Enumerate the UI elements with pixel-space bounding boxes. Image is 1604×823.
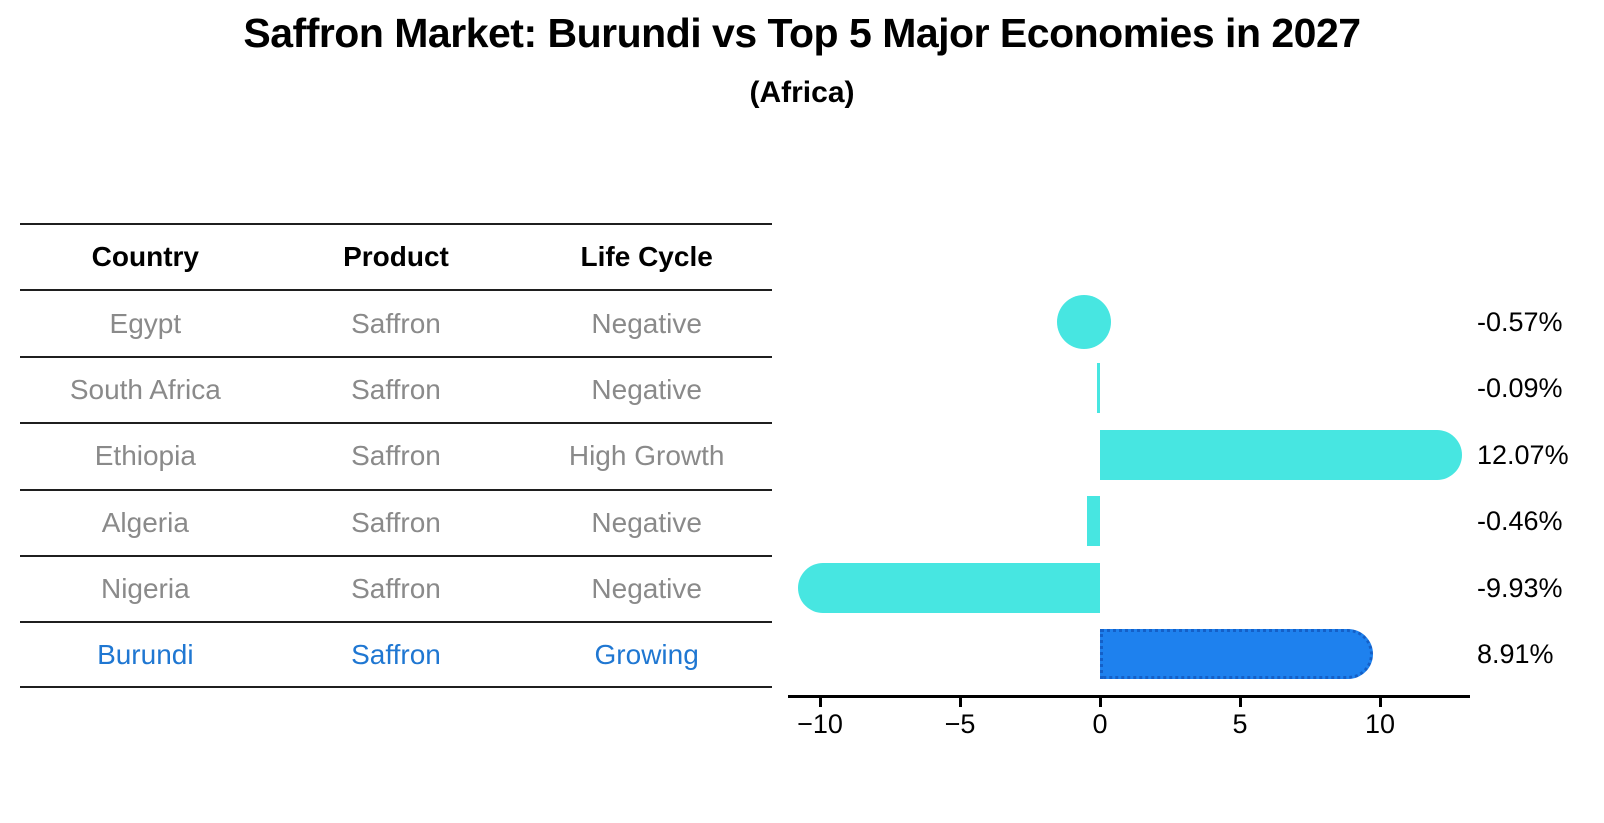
chart-subtitle: (Africa) xyxy=(749,76,855,109)
table-row: Nigeria Saffron Negative xyxy=(20,554,772,621)
table-cell-product: Saffron xyxy=(351,440,441,472)
table-cell-life-cycle: High Growth xyxy=(568,440,725,472)
bar-value-label: -0.46% xyxy=(1477,506,1563,537)
table-cell-life-cycle: Negative xyxy=(591,506,702,538)
x-axis-tick xyxy=(818,698,822,707)
bar-nigeria xyxy=(797,562,1100,613)
table-row: Ethiopia Saffron High Growth xyxy=(20,422,772,488)
x-axis-tick-label: 10 xyxy=(1364,709,1396,739)
table-header-row: Country Product Life Cycle xyxy=(20,223,772,289)
bar-egypt xyxy=(1057,295,1112,349)
table-cell-product: Saffron xyxy=(351,638,441,670)
table-cell-country: Egypt xyxy=(109,307,182,339)
table-cell-country: Ethiopia xyxy=(94,440,196,472)
table-row: Algeria Saffron Negative xyxy=(20,488,772,555)
bar-value-label: -0.57% xyxy=(1477,307,1563,337)
chart-title: Saffron Market: Burundi vs Top 5 Major E… xyxy=(243,10,1361,56)
bar-value-label: 12.07% xyxy=(1477,439,1569,470)
table-cell-country: Algeria xyxy=(101,506,189,538)
table-cell-product: Saffron xyxy=(351,307,441,339)
x-axis-tick xyxy=(1098,698,1102,707)
table-header-life-cycle: Life Cycle xyxy=(580,241,713,273)
x-axis-line xyxy=(788,695,1470,698)
table-row: Egypt Saffron Negative xyxy=(20,289,772,355)
bar-value-label: -0.09% xyxy=(1477,373,1563,404)
bar-value-label: -9.93% xyxy=(1477,572,1563,603)
x-axis-tick-label: 5 xyxy=(1232,709,1248,739)
table-cell-life-cycle: Negative xyxy=(591,573,702,605)
table-cell-life-cycle: Growing xyxy=(594,638,699,670)
x-axis-tick xyxy=(1238,698,1242,707)
table-row: Burundi Saffron Growing xyxy=(20,621,772,688)
bar-burundi xyxy=(1100,629,1374,679)
table-cell-country: South Africa xyxy=(69,373,221,405)
x-axis-tick-label: 0 xyxy=(1092,709,1108,739)
table-cell-life-cycle: Negative xyxy=(591,307,702,339)
table-header-country: Country xyxy=(91,241,199,273)
x-axis-tick xyxy=(958,698,962,707)
x-axis-tick xyxy=(1378,698,1382,707)
table-cell-country: Nigeria xyxy=(100,573,190,605)
bar-algeria xyxy=(1087,496,1100,547)
table-cell-life-cycle: Negative xyxy=(591,373,702,405)
table-row: South Africa Saffron Negative xyxy=(20,355,772,422)
table-header-product: Product xyxy=(343,241,449,273)
bar-value-label: 8.91% xyxy=(1477,639,1554,669)
table-cell-product: Saffron xyxy=(351,373,441,405)
country-table: Country Product Life Cycle Egypt Saffron Nega… xyxy=(20,223,772,688)
table-cell-product: Saffron xyxy=(351,506,441,538)
table-cell-product: Saffron xyxy=(351,573,441,605)
x-axis-tick-label: −5 xyxy=(944,709,976,739)
bar-ethiopia xyxy=(1100,429,1462,480)
x-axis-tick-label: −10 xyxy=(797,709,843,739)
bar-south-africa xyxy=(1097,363,1100,414)
table-cell-country: Burundi xyxy=(97,638,194,670)
